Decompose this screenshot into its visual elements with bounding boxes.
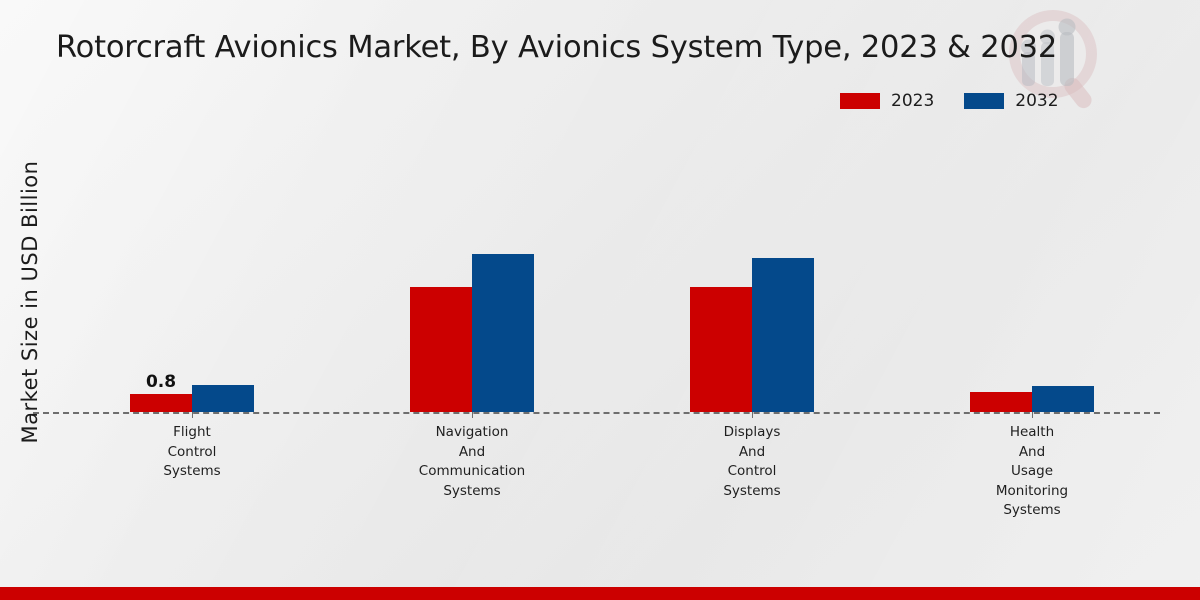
x-axis-category-labels: Flight Control Systems Navigation And Co… xyxy=(52,412,1172,521)
category-label-line: Systems xyxy=(1003,502,1061,518)
bar-2023-displays-and-control-systems[interactable] xyxy=(690,287,752,412)
category-label-line: Monitoring xyxy=(995,482,1069,499)
category-label-line: Displays xyxy=(723,424,781,440)
chart-legend: 2023 2032 xyxy=(840,91,1059,111)
category-label-line: Systems xyxy=(163,463,221,479)
category-label-line: And xyxy=(738,443,766,460)
bottom-accent-strip xyxy=(0,587,1200,600)
category-label-line: Health xyxy=(1009,424,1055,440)
bar-value-label: 0.8 xyxy=(145,372,177,392)
x-axis-label-displays-and-control-systems: Displays And Control Systems xyxy=(612,412,892,521)
category-label-line: Usage xyxy=(1010,463,1054,479)
legend-label-2023: 2023 xyxy=(891,91,935,111)
bar-2032-navigation-and-communication-systems[interactable] xyxy=(472,254,534,412)
x-axis-label-navigation-and-communication-systems: Navigation And Communication Systems xyxy=(332,412,612,521)
legend-item-2023[interactable]: 2023 xyxy=(840,91,934,111)
category-label-line: Control xyxy=(167,443,217,460)
y-axis-title: Market Size in USD Billion xyxy=(18,160,42,444)
x-axis-tick xyxy=(1032,412,1033,418)
x-axis-tick xyxy=(472,412,473,418)
x-axis-label-flight-control-systems: Flight Control Systems xyxy=(52,412,332,521)
x-axis-label-health-and-usage-monitoring-systems: Health And Usage Monitoring Systems xyxy=(892,412,1172,521)
category-label-line: And xyxy=(1018,443,1046,460)
category-label-line: Control xyxy=(727,463,777,479)
category-label-line: Systems xyxy=(443,482,501,499)
bar-group-displays-and-control-systems xyxy=(612,130,892,412)
chart-title: Rotorcraft Avionics Market, By Avionics … xyxy=(56,30,1058,65)
bar-2032-health-and-usage-monitoring-systems[interactable] xyxy=(1032,386,1094,412)
legend-swatch-2032 xyxy=(964,93,1005,109)
bar-group-flight-control-systems: 0.8 xyxy=(52,130,332,412)
x-axis-tick xyxy=(752,412,753,418)
bar-2032-flight-control-systems[interactable] xyxy=(192,385,254,412)
category-label-line: Communication xyxy=(418,463,526,479)
category-label-line: Navigation xyxy=(435,424,509,440)
x-axis-baseline xyxy=(33,412,1160,414)
category-label-line: And xyxy=(458,443,486,460)
bar-group-health-and-usage-monitoring-systems xyxy=(892,130,1172,412)
legend-item-2032[interactable]: 2032 xyxy=(964,91,1059,111)
chart-plot-area: 0.8 xyxy=(52,130,1172,412)
bar-2032-displays-and-control-systems[interactable] xyxy=(752,258,814,412)
category-label-line: Flight xyxy=(173,424,211,440)
bar-group-navigation-and-communication-systems xyxy=(332,130,612,412)
category-label-line: Systems xyxy=(723,482,781,499)
bar-2023-flight-control-systems[interactable]: 0.8 xyxy=(130,372,192,412)
x-axis-tick xyxy=(192,412,193,418)
bar-2023-health-and-usage-monitoring-systems[interactable] xyxy=(970,392,1032,412)
legend-label-2032: 2032 xyxy=(1015,91,1059,111)
bar-2023-navigation-and-communication-systems[interactable] xyxy=(410,287,472,412)
legend-swatch-2023 xyxy=(840,93,880,109)
